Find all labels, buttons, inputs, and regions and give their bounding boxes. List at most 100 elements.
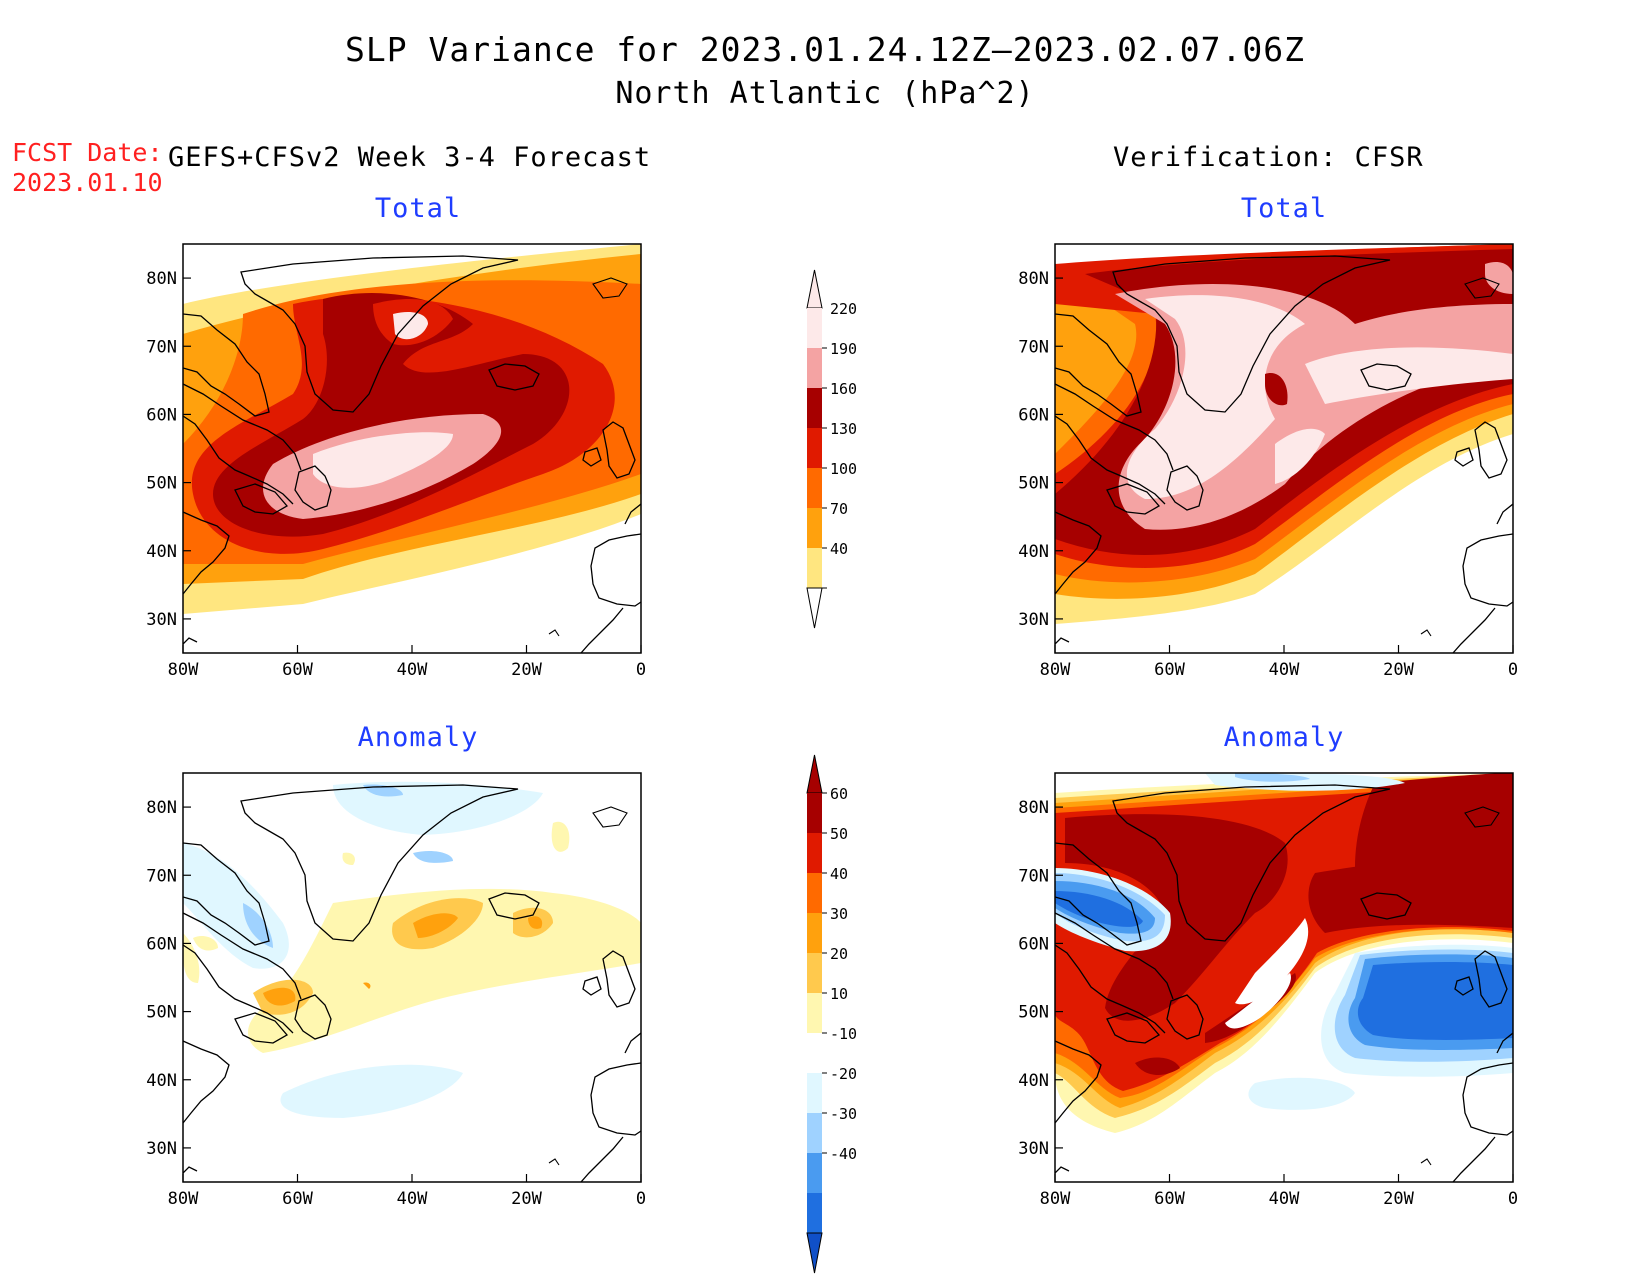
lat-tick-label: 50N [1018,474,1049,494]
lat-tick-label: 50N [146,474,177,494]
colorbar-total-box [807,508,822,548]
colorbar-anomaly-box [807,833,822,873]
colorbar-total-label: 220 [830,300,857,318]
lat-tick-label: 70N [146,866,177,886]
colorbar-anomaly-label: 30 [830,905,848,923]
lon-tick-label: 80W [168,1189,199,1209]
colorbar-total-box [807,548,822,588]
colorbar-total-label: 100 [830,460,857,478]
lat-tick-label: 60N [1018,405,1049,425]
fcst-date: FCST Date: 2023.01.10 [12,138,172,198]
lon-tick-label: 20W [511,660,542,680]
lat-tick-label: 40N [1018,1071,1049,1091]
panel-fcst-total [182,243,642,654]
main-subtitle: North Atlantic (hPa^2) [615,76,1035,111]
panel-subtitle-fcst-total: Total [374,193,462,224]
lon-tick-label: 60W [282,660,313,680]
lat-tick-label: 40N [1018,542,1049,562]
colorbar-anomaly-bottom-arrow [806,1232,823,1274]
colorbar-total-box [807,428,822,468]
main-title: SLP Variance for 2023.01.24.12Z–2023.02.… [345,30,1305,69]
colorbar-total: 220 190 160 130 100 70 40 [806,269,857,629]
lat-tick-label: 30N [146,610,177,630]
colorbar-total-label: 40 [830,540,848,558]
colorbar-anomaly-label: -30 [830,1105,857,1123]
lon-tick-label: 40W [397,1189,428,1209]
lon-tick-label: 60W [1154,660,1185,680]
colorbar-total-bottom-arrow [806,587,823,629]
lon-tick-label: 40W [1269,660,1300,680]
panel-verif-anomaly [1054,772,1514,1183]
colorbar-total-label: 130 [830,420,857,438]
lon-tick-label: 20W [511,1189,542,1209]
lat-tick-label: 60N [1018,934,1049,954]
lon-tick-label: 20W [1383,660,1414,680]
lat-tick-label: 30N [1018,1139,1049,1159]
colorbar-anomaly-box [807,1113,822,1153]
colorbar-anomaly-box [807,913,822,953]
colorbar-anomaly-box [807,1153,822,1193]
colorbar-anomaly-box [807,873,822,913]
colorbar-total-label: 70 [830,500,848,518]
lon-tick-label: 0 [636,660,646,680]
colorbar-total-label: 190 [830,340,857,358]
colorbar-anomaly-box [807,993,822,1033]
lon-tick-label: 60W [1154,1189,1185,1209]
lon-tick-label: 80W [1040,660,1071,680]
lat-tick-label: 70N [146,337,177,357]
panel-subtitle-verif-total: Total [1240,193,1328,224]
lon-tick-label: 80W [168,660,199,680]
colorbar-anomaly-box [807,1073,822,1113]
lat-tick-label: 40N [146,542,177,562]
lat-tick-label: 30N [1018,610,1049,630]
lon-tick-label: 40W [397,660,428,680]
colorbar-total-box [807,388,822,428]
colorbar-anomaly-label: 10 [830,985,848,1003]
colorbar-anomaly-box [807,793,822,833]
lon-tick-label: 20W [1383,1189,1414,1209]
colorbar-anomaly-label: -40 [830,1145,857,1163]
lat-tick-label: 70N [1018,337,1049,357]
colorbar-total-label: 160 [830,380,857,398]
lat-tick-label: 80N [146,798,177,818]
lon-tick-label: 80W [1040,1189,1071,1209]
lat-tick-label: 70N [1018,866,1049,886]
colorbar-anomaly: 60 50 40 30 20 10 -10 -20 -30 -40 [806,754,857,1274]
colorbar-anomaly-label: 20 [830,945,848,963]
lon-tick-label: 0 [1508,1189,1518,1209]
colorbar-anomaly-box [807,1033,822,1073]
axes-layer: 80N 70N 60N 50N 40N 30N 80W 60W 40W 20W 0 80N 70N 60N… [146,269,1518,1209]
lat-tick-label: 50N [146,1003,177,1023]
panel-verif-total [1054,243,1514,654]
colorbar-anomaly-label: 50 [830,825,848,843]
colorbar-anomaly-label: -20 [830,1065,857,1083]
lon-tick-label: 60W [282,1189,313,1209]
panel-fcst-anomaly [182,772,642,1183]
lon-tick-label: 40W [1269,1189,1300,1209]
colorbar-total-box [807,308,822,348]
lon-tick-label: 0 [1508,660,1518,680]
forecast-header: GEFS+CFSv2 Week 3-4 Forecast [168,142,652,173]
panel-subtitle-fcst-anomaly: Anomaly [357,722,479,753]
colorbar-total-box [807,468,822,508]
colorbar-anomaly-box [807,953,822,993]
colorbar-anomaly-label: -10 [830,1025,857,1043]
verification-header: Verification: CFSR [1113,142,1424,173]
colorbar-total-box [807,348,822,388]
lat-tick-label: 40N [146,1071,177,1091]
lat-tick-label: 60N [146,934,177,954]
colorbar-anomaly-label: 60 [830,785,848,803]
colorbar-anomaly-label: 40 [830,865,848,883]
fcst-date-label: FCST Date: [12,138,163,167]
lat-tick-label: 60N [146,405,177,425]
lat-tick-label: 50N [1018,1003,1049,1023]
colorbar-anomaly-box [807,1193,822,1233]
fcst-date-value: 2023.01.10 [12,168,163,197]
lat-tick-label: 80N [146,269,177,289]
lat-tick-label: 80N [1018,798,1049,818]
lon-tick-label: 0 [636,1189,646,1209]
colorbar-anomaly-top-arrow [806,754,823,794]
lat-tick-label: 30N [146,1139,177,1159]
panel-subtitle-verif-anomaly: Anomaly [1223,722,1345,753]
